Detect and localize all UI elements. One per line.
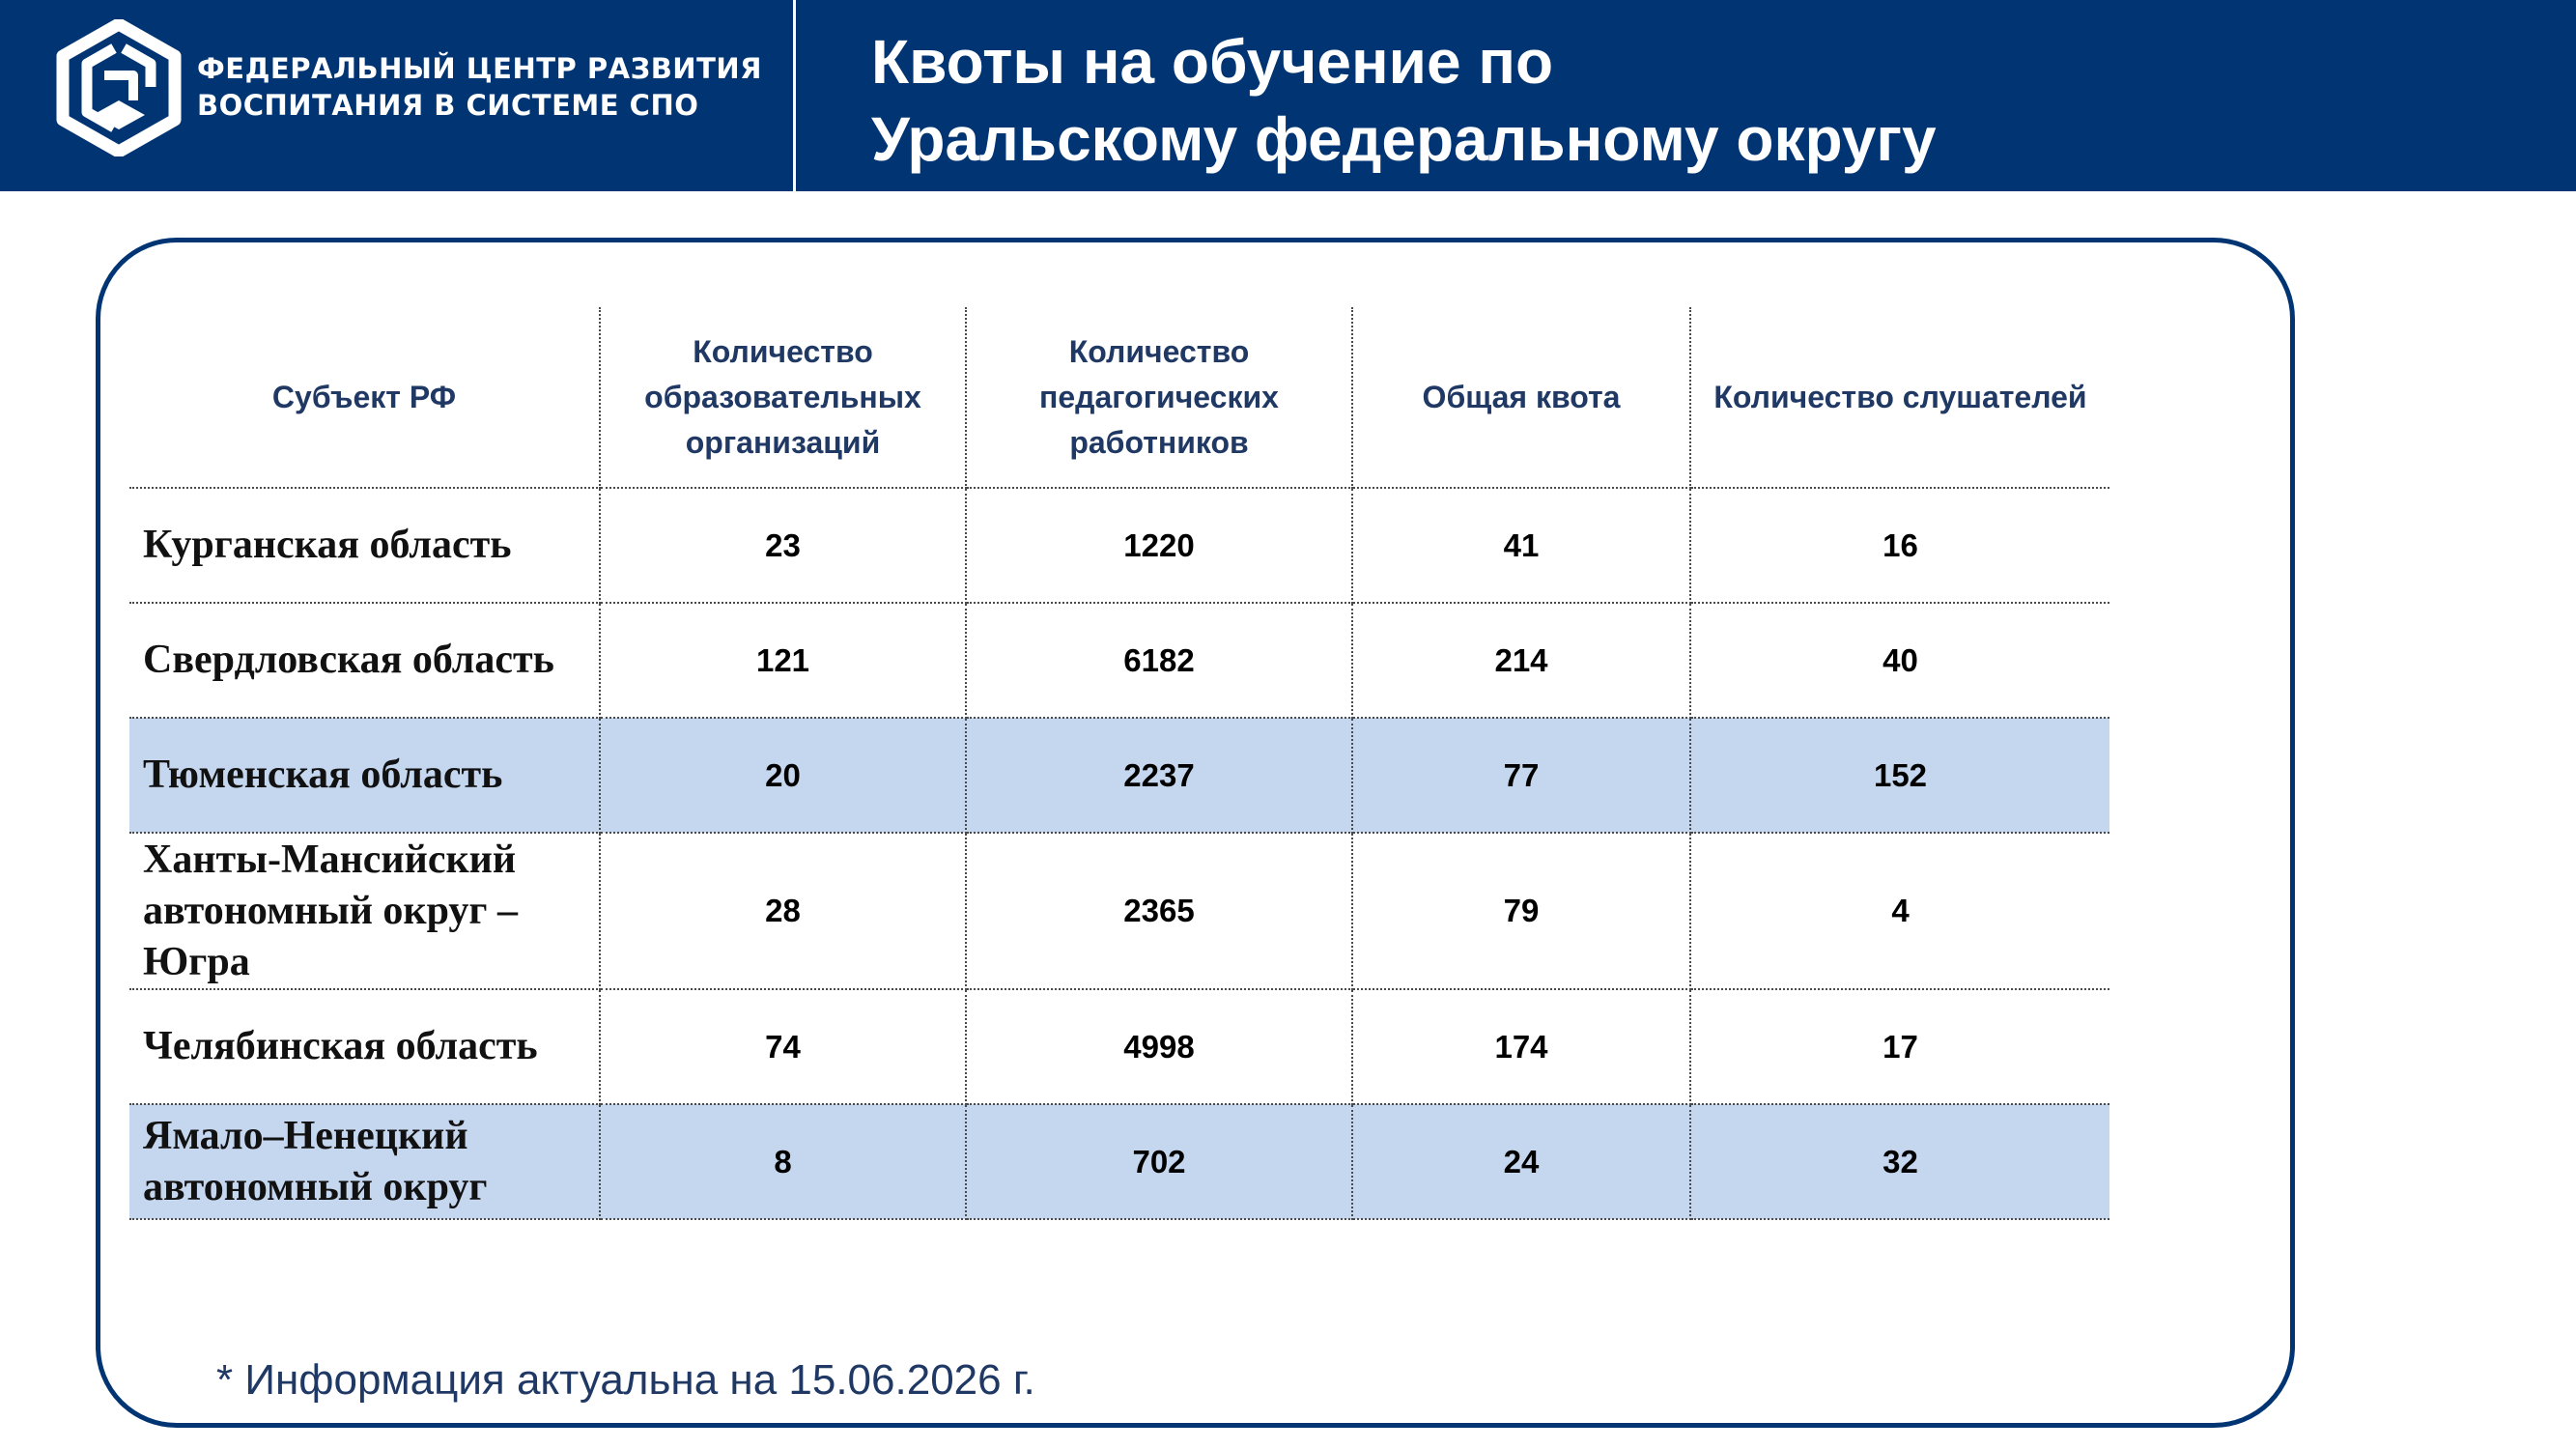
table-row: Ханты-Мансийский автономный округ – Югра… [129,833,2109,990]
region-cell: Челябинская область [129,989,601,1105]
table-row: Свердловская область 121 6182 214 40 [129,603,2109,719]
teachers-cell: 2365 [965,833,1353,990]
column-header-region: Субъект РФ [129,307,601,489]
teachers-cell: 2237 [965,718,1353,834]
table-row: Челябинская область 74 4998 174 17 [129,989,2109,1105]
page-title: Квоты на обучение по Уральскому федераль… [871,23,1937,178]
quota-cell: 174 [1351,989,1691,1105]
quota-cell: 24 [1351,1104,1691,1220]
listeners-cell: 40 [1689,603,2109,719]
region-cell: Ямало–Ненецкий автономный округ [129,1104,601,1220]
quota-cell: 41 [1351,488,1691,604]
footnote: * Информация актуальна на 15.06.2026 г. [216,1356,1035,1404]
title-line-1: Квоты на обучение по [871,27,1554,97]
listeners-cell: 16 [1689,488,2109,604]
hexagon-spo-logo-icon [56,17,182,158]
header-divider [793,0,796,191]
orgs-cell: 23 [599,488,967,604]
table-row: Ямало–Ненецкий автономный округ 8 702 24… [129,1104,2109,1220]
title-line-2: Уральскому федеральному округу [871,104,1937,174]
orgs-cell: 28 [599,833,967,990]
listeners-cell: 4 [1689,833,2109,990]
teachers-cell: 6182 [965,603,1353,719]
listeners-cell: 152 [1689,718,2109,834]
orgs-cell: 121 [599,603,967,719]
content-panel [96,238,2295,1428]
quota-cell: 79 [1351,833,1691,990]
column-header-teachers: Количество педагогических работников [965,307,1353,489]
teachers-cell: 1220 [965,488,1353,604]
column-header-listeners: Количество слушателей [1689,307,2109,489]
region-cell: Курганская область [129,488,601,604]
org-name-line-1: ФЕДЕРАЛЬНЫЙ ЦЕНТР РАЗВИТИЯ [197,52,762,85]
region-cell: Ханты-Мансийский автономный округ – Югра [129,833,601,990]
org-name-line-2: ВОСПИТАНИЯ В СИСТЕМЕ СПО [197,89,699,122]
table-header-row: Субъект РФ Количество образовательных ор… [129,307,2109,489]
orgs-cell: 20 [599,718,967,834]
organization-name: ФЕДЕРАЛЬНЫЙ ЦЕНТР РАЗВИТИЯ ВОСПИТАНИЯ В … [197,50,762,124]
orgs-cell: 74 [599,989,967,1105]
orgs-cell: 8 [599,1104,967,1220]
quota-table: Субъект РФ Количество образовательных ор… [129,307,2109,1220]
region-cell: Свердловская область [129,603,601,719]
region-cell: Тюменская область [129,718,601,834]
column-header-orgs: Количество образовательных организаций [599,307,967,489]
header-bar: ФЕДЕРАЛЬНЫЙ ЦЕНТР РАЗВИТИЯ ВОСПИТАНИЯ В … [0,0,2576,191]
table-row: Тюменская область 20 2237 77 152 [129,718,2109,834]
column-header-quota: Общая квота [1351,307,1691,489]
table-row: Курганская область 23 1220 41 16 [129,488,2109,604]
quota-cell: 77 [1351,718,1691,834]
listeners-cell: 17 [1689,989,2109,1105]
quota-cell: 214 [1351,603,1691,719]
teachers-cell: 702 [965,1104,1353,1220]
teachers-cell: 4998 [965,989,1353,1105]
listeners-cell: 32 [1689,1104,2109,1220]
